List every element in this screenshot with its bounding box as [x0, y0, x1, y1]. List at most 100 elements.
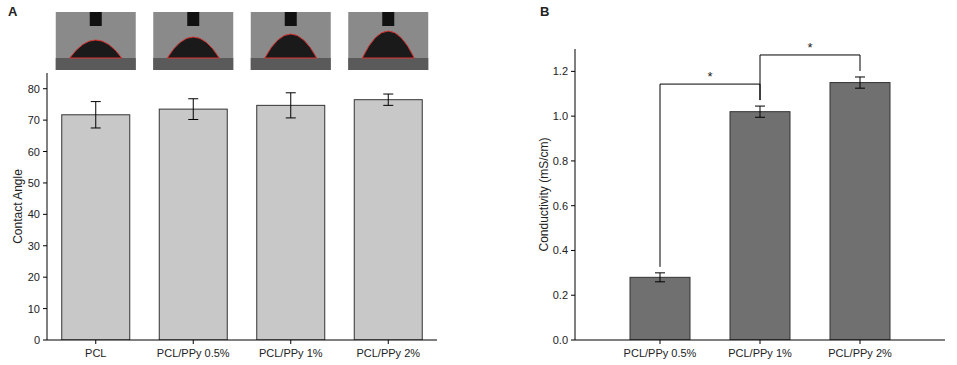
y-tick	[571, 205, 575, 206]
error-cap	[286, 92, 296, 93]
error-bar	[755, 106, 765, 117]
y-tick	[43, 182, 47, 183]
panel-1: B0.00.20.40.60.81.01.2PCL/PPy 0.5%PCL/PP…	[537, 4, 945, 359]
y-tick	[43, 214, 47, 215]
bar	[159, 109, 227, 340]
error-stem	[660, 273, 661, 282]
needle	[90, 12, 102, 26]
error-cap	[91, 127, 101, 128]
error-bar	[286, 93, 296, 118]
x-tick-label: PCL/PPy 1%	[728, 347, 792, 359]
y-tick	[43, 277, 47, 278]
substrate	[251, 58, 331, 70]
bar	[257, 105, 325, 340]
image-bg	[56, 12, 136, 70]
marks	[630, 77, 890, 340]
needle	[382, 12, 394, 26]
substrate	[348, 58, 428, 70]
bar	[630, 277, 690, 340]
y-axis	[575, 49, 576, 340]
y-tick	[571, 116, 575, 117]
significance-bracket: *	[660, 69, 760, 267]
error-bar	[188, 99, 198, 120]
y-tick-label: 20	[28, 271, 40, 283]
error-cap	[755, 106, 765, 107]
x-tick-label: PCL/PPy 2%	[356, 347, 420, 359]
droplet-image	[56, 12, 136, 70]
y-tick	[43, 88, 47, 89]
significance-label: *	[807, 40, 812, 55]
x-tick-label: PCL/PPy 1%	[259, 347, 323, 359]
y-axis	[47, 73, 48, 340]
y-tick-label: 80	[28, 83, 40, 95]
needle	[187, 12, 199, 26]
y-tick-label: 40	[28, 208, 40, 220]
significance-bracket: *	[760, 40, 860, 100]
bracket-line	[760, 55, 860, 100]
y-tick	[571, 160, 575, 161]
x-tick-label: PCL	[85, 347, 106, 359]
y-tick-label: 30	[28, 240, 40, 252]
bar	[730, 112, 790, 340]
error-bar	[91, 102, 101, 128]
y-tick-label: 60	[28, 146, 40, 158]
x-axis	[47, 340, 437, 341]
significance-label: *	[707, 69, 712, 84]
x-tick	[95, 340, 96, 344]
error-cap	[855, 88, 865, 89]
bar	[62, 115, 130, 340]
y-tick-label: 0	[34, 334, 40, 346]
error-cap	[383, 105, 393, 106]
x-tick	[290, 340, 291, 344]
y-tick	[571, 71, 575, 72]
substrate	[56, 58, 136, 70]
bar	[354, 100, 422, 340]
y-tick-label: 0.8	[553, 155, 568, 167]
error-cap	[91, 101, 101, 102]
droplet	[70, 40, 122, 58]
error-cap	[188, 119, 198, 120]
droplet-image	[153, 12, 233, 70]
y-tick	[571, 340, 575, 341]
droplet	[265, 34, 317, 58]
panel-0: A01020304050607080PCLPCL/PPy 0.5%PCL/PPy…	[8, 4, 437, 359]
y-tick	[43, 245, 47, 246]
image-bg	[348, 12, 428, 70]
error-bar	[655, 273, 665, 282]
substrate	[153, 58, 233, 70]
error-stem	[193, 99, 194, 120]
image-bg	[251, 12, 331, 70]
droplet	[362, 31, 414, 58]
x-tick	[388, 340, 389, 344]
marks	[62, 93, 423, 340]
x-tick-label: PCL/PPy 0.5%	[624, 347, 697, 359]
droplet-image	[251, 12, 331, 70]
error-bar	[855, 77, 865, 88]
error-cap	[286, 117, 296, 118]
error-bar	[383, 94, 393, 105]
x-tick	[860, 340, 861, 344]
y-axis-label: Conductivity (mS/cm)	[537, 137, 551, 251]
y-tick-label: 10	[28, 303, 40, 315]
y-tick-label: 0.0	[553, 334, 568, 346]
y-tick-label: 0.2	[553, 289, 568, 301]
error-cap	[855, 76, 865, 77]
droplet-image	[348, 12, 428, 70]
bar	[830, 83, 890, 340]
image-bg	[153, 12, 233, 70]
error-stem	[860, 77, 861, 88]
error-stem	[760, 106, 761, 117]
x-tick	[660, 340, 661, 344]
x-tick	[760, 340, 761, 344]
x-tick-label: PCL/PPy 0.5%	[157, 347, 230, 359]
y-tick-label: 0.4	[553, 244, 568, 256]
x-tick-label: PCL/PPy 2%	[828, 347, 892, 359]
panel-label: A	[8, 4, 18, 19]
error-stem	[388, 94, 389, 105]
error-cap	[383, 94, 393, 95]
error-cap	[655, 272, 665, 273]
panel-label: B	[540, 4, 549, 19]
figure: A01020304050607080PCLPCL/PPy 0.5%PCL/PPy…	[0, 0, 957, 365]
error-cap	[655, 281, 665, 282]
y-tick	[43, 340, 47, 341]
